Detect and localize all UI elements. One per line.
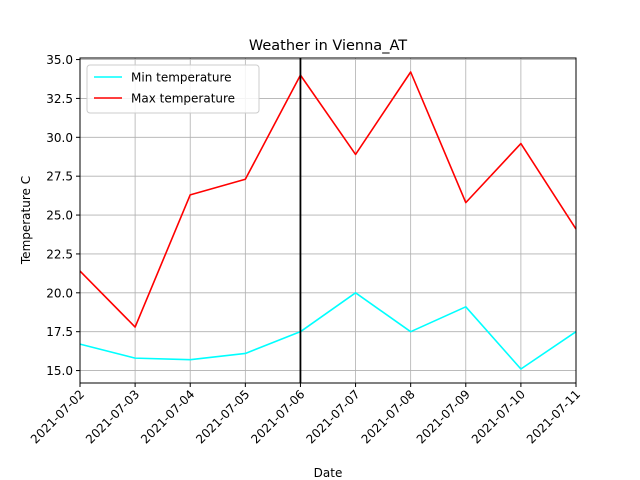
y-tick-label: 17.5 xyxy=(46,325,73,339)
y-tick-label: 27.5 xyxy=(46,170,73,184)
y-axis-label: Temperature C xyxy=(19,176,33,265)
series-lines xyxy=(79,71,577,370)
y-tick-label: 25.0 xyxy=(46,209,73,223)
y-tick-label: 32.5 xyxy=(46,92,73,106)
plot-frame xyxy=(79,57,577,384)
y-tick-label: 22.5 xyxy=(46,247,73,261)
series-line-min-temperature xyxy=(79,292,577,370)
y-tick-label: 35.0 xyxy=(46,53,73,67)
chart-title: Weather in Vienna_AT xyxy=(249,38,407,54)
y-tick-label: 15.0 xyxy=(46,364,73,378)
legend: Min temperature Max temperature xyxy=(86,64,260,114)
y-tick-label: 30.0 xyxy=(46,131,73,145)
series-line-max-temperature xyxy=(79,71,577,328)
x-axis-label: Date xyxy=(314,466,343,480)
legend-box xyxy=(86,64,260,114)
y-axis-ticks: 15.0 17.5 20.0 22.5 25.0 27.5 30.0 32.5 35.0 xyxy=(46,53,80,378)
y-tick-label: 20.0 xyxy=(46,286,73,300)
legend-label: Max temperature xyxy=(131,92,235,106)
legend-label: Min temperature xyxy=(131,71,232,85)
